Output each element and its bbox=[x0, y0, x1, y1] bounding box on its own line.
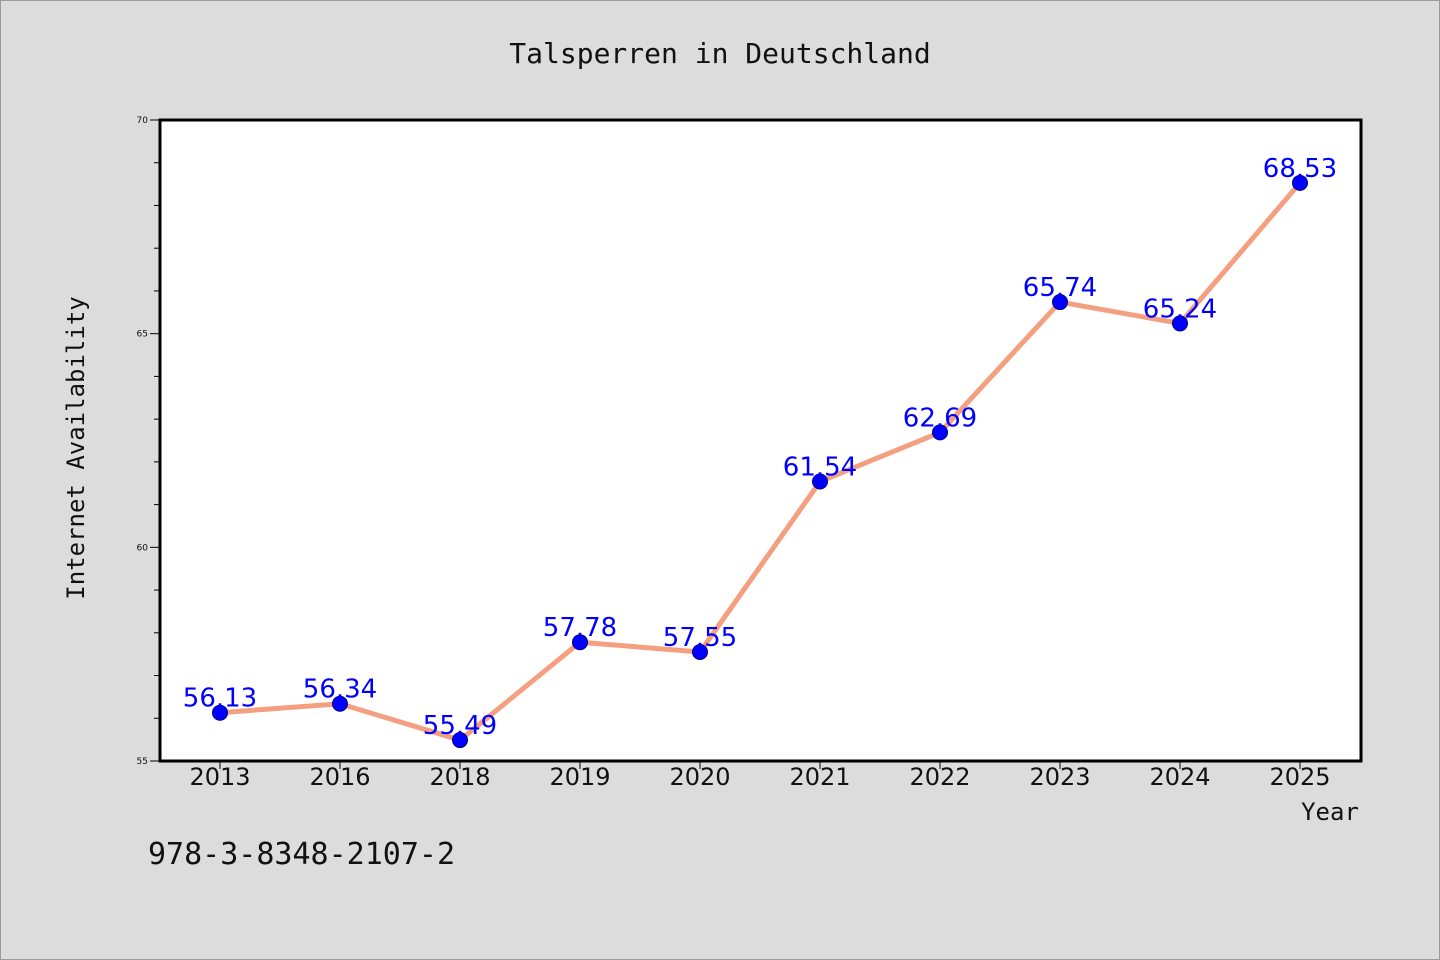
data-point bbox=[572, 634, 588, 651]
x-tick-label: 2024 bbox=[1149, 763, 1210, 791]
data-label: 62.69 bbox=[903, 403, 977, 433]
x-tick-label: 2018 bbox=[429, 763, 490, 791]
data-point bbox=[212, 704, 228, 721]
data-point bbox=[1292, 174, 1308, 191]
data-point bbox=[452, 732, 468, 749]
y-tick-label: 65 bbox=[137, 330, 148, 340]
x-tick-label: 2025 bbox=[1269, 763, 1330, 791]
data-label: 56.34 bbox=[303, 675, 377, 705]
data-label: 65.74 bbox=[1023, 273, 1097, 303]
x-axis-ticks: 2013 2016 2018 2019 2020 2021 2022 2023 2024 2025 bbox=[189, 761, 1331, 791]
y-tick-label: 55 bbox=[137, 757, 148, 767]
data-label: 57.78 bbox=[543, 613, 617, 643]
data-point bbox=[812, 473, 828, 490]
data-markers bbox=[212, 174, 1308, 749]
data-labels: 56.13 56.34 55.49 57.78 57.55 61.54 62.69 65.74… bbox=[183, 154, 1337, 741]
data-point bbox=[1172, 315, 1188, 332]
x-axis-label: Year bbox=[1301, 798, 1359, 826]
data-label: 61.54 bbox=[783, 453, 857, 483]
x-tick-label: 2019 bbox=[549, 763, 610, 791]
data-point bbox=[692, 644, 708, 661]
y-tick-label: 60 bbox=[137, 543, 149, 553]
data-label: 56.13 bbox=[183, 684, 257, 714]
data-label: 65.24 bbox=[1143, 294, 1217, 324]
x-tick-label: 2013 bbox=[189, 763, 250, 791]
x-tick-label: 2020 bbox=[669, 763, 730, 791]
x-tick-label: 2022 bbox=[909, 763, 970, 791]
x-tick-label: 2023 bbox=[1029, 763, 1090, 791]
data-point bbox=[332, 695, 348, 712]
data-label: 68.53 bbox=[1263, 154, 1337, 184]
data-point bbox=[1052, 294, 1068, 311]
x-tick-label: 2016 bbox=[309, 763, 370, 791]
x-tick-label: 2021 bbox=[789, 763, 850, 791]
y-tick-label: 70 bbox=[137, 116, 149, 126]
series-line bbox=[219, 181, 1302, 743]
isbn-text: 978-3-8348-2107-2 bbox=[148, 837, 455, 872]
plot-area bbox=[158, 118, 1363, 763]
data-point bbox=[932, 424, 948, 441]
y-axis-ticks: 55 60 65 70 bbox=[137, 116, 160, 767]
y-axis-label: Internet Availability bbox=[62, 296, 90, 599]
data-label: 57.55 bbox=[663, 623, 737, 653]
chart-title: Talsperren in Deutschland bbox=[509, 37, 930, 70]
data-label: 55.49 bbox=[423, 711, 497, 741]
